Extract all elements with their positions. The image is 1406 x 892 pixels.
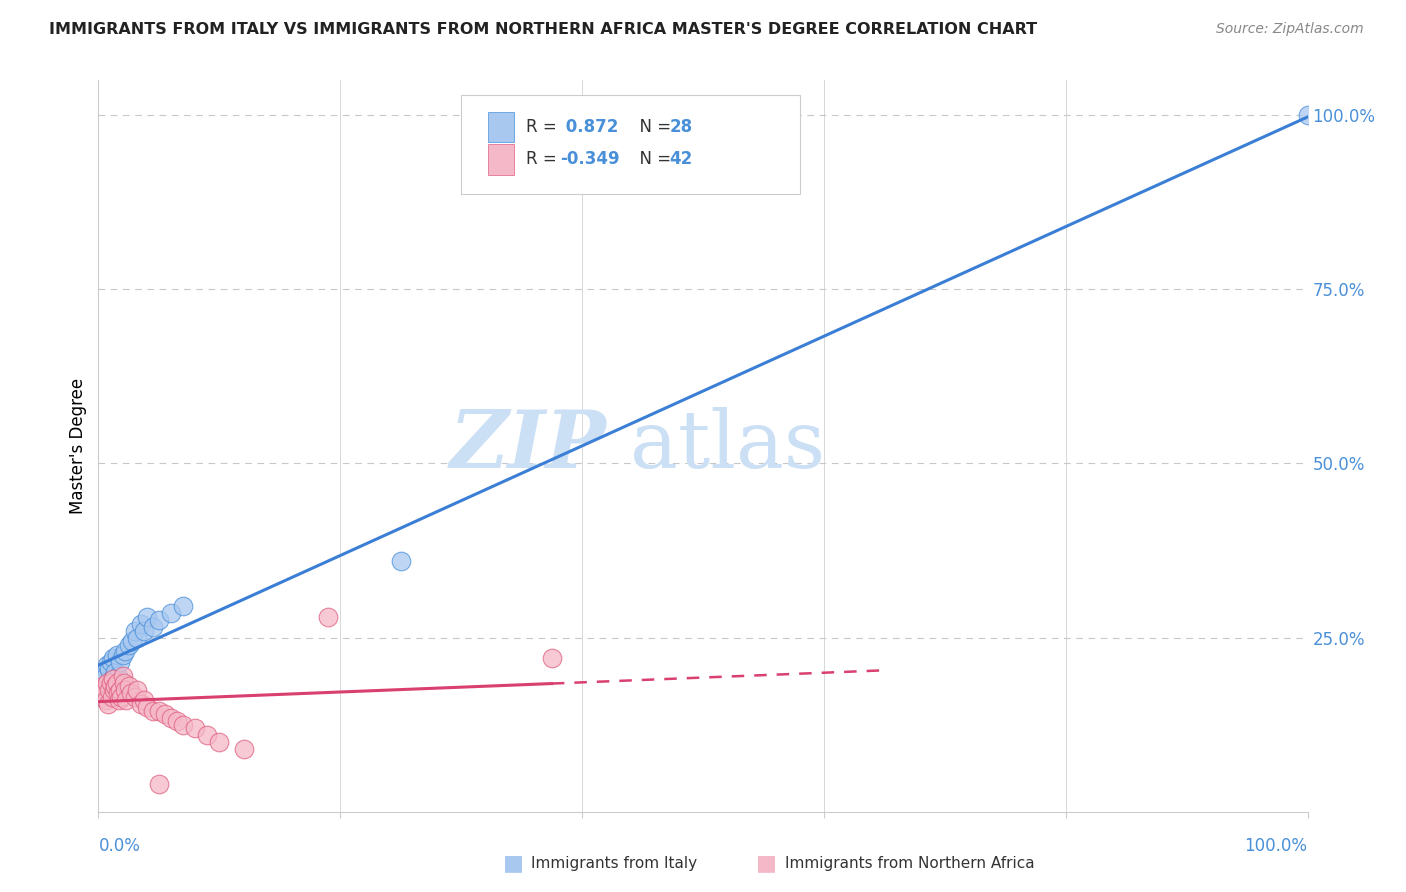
Point <box>160 606 183 620</box>
Text: 0.872: 0.872 <box>561 118 619 136</box>
Text: -0.349: -0.349 <box>561 150 620 169</box>
Y-axis label: Master's Degree: Master's Degree <box>69 378 87 514</box>
Point <box>100 690 122 704</box>
Point <box>98 662 121 676</box>
Text: 100.0%: 100.0% <box>1244 838 1308 855</box>
Point <box>148 704 170 718</box>
Point <box>100 673 122 687</box>
Text: Immigrants from Italy: Immigrants from Italy <box>531 856 697 871</box>
Point <box>103 682 125 697</box>
Point <box>107 686 129 700</box>
Point <box>110 690 132 704</box>
Point <box>115 693 138 707</box>
Point <box>118 679 141 693</box>
Point <box>101 651 124 665</box>
Point <box>94 669 117 683</box>
Point <box>129 697 152 711</box>
Point <box>108 693 131 707</box>
Text: R =: R = <box>526 118 562 136</box>
Point <box>172 717 194 731</box>
Point <box>129 616 152 631</box>
Point <box>90 686 112 700</box>
Point <box>114 644 136 658</box>
Point <box>160 711 183 725</box>
Point <box>148 613 170 627</box>
Point <box>98 682 121 697</box>
Point <box>184 721 207 735</box>
Point <box>142 704 165 718</box>
Point <box>195 728 218 742</box>
Point <box>124 690 146 704</box>
Point <box>105 676 128 690</box>
Point <box>121 634 143 648</box>
Point <box>105 648 128 662</box>
Point <box>111 648 134 662</box>
Point <box>101 673 124 687</box>
Point <box>142 620 165 634</box>
Point <box>100 676 122 690</box>
Text: Source: ZipAtlas.com: Source: ZipAtlas.com <box>1216 22 1364 37</box>
Text: 28: 28 <box>669 118 692 136</box>
Point <box>93 665 115 680</box>
Point <box>166 714 188 728</box>
Text: N =: N = <box>630 118 676 136</box>
FancyBboxPatch shape <box>488 144 515 175</box>
Text: N =: N = <box>630 150 676 169</box>
Point <box>135 609 157 624</box>
Point <box>1296 108 1319 122</box>
Text: ■: ■ <box>503 854 523 873</box>
Point <box>127 682 149 697</box>
Point <box>134 693 156 707</box>
Point <box>120 686 142 700</box>
Point <box>97 697 120 711</box>
Point <box>93 682 115 697</box>
Point <box>316 609 339 624</box>
Text: ■: ■ <box>756 854 776 873</box>
Text: Immigrants from Northern Africa: Immigrants from Northern Africa <box>785 856 1035 871</box>
Point <box>135 700 157 714</box>
Point <box>94 693 117 707</box>
Point <box>232 742 254 756</box>
Point <box>172 599 194 614</box>
Point <box>107 669 129 683</box>
Point <box>111 669 134 683</box>
Text: 0.0%: 0.0% <box>98 838 141 855</box>
Point <box>540 651 562 665</box>
Point <box>389 554 412 568</box>
Point <box>112 676 135 690</box>
Text: R =: R = <box>526 150 562 169</box>
Point <box>208 735 231 749</box>
Point <box>134 624 156 638</box>
Point <box>104 679 127 693</box>
Point <box>91 679 114 693</box>
Point <box>114 682 136 697</box>
Point <box>100 655 122 669</box>
Point <box>118 638 141 652</box>
Point <box>127 631 149 645</box>
FancyBboxPatch shape <box>488 112 515 143</box>
Point <box>153 707 176 722</box>
Text: ZIP: ZIP <box>450 408 606 484</box>
Point <box>108 682 131 697</box>
Text: 42: 42 <box>669 150 692 169</box>
Point <box>96 658 118 673</box>
Point <box>108 655 131 669</box>
Point <box>124 624 146 638</box>
Text: atlas: atlas <box>630 407 825 485</box>
Text: IMMIGRANTS FROM ITALY VS IMMIGRANTS FROM NORTHERN AFRICA MASTER'S DEGREE CORRELA: IMMIGRANTS FROM ITALY VS IMMIGRANTS FROM… <box>49 22 1038 37</box>
Point <box>97 682 120 697</box>
Point <box>96 676 118 690</box>
Point <box>104 665 127 680</box>
Point <box>91 690 114 704</box>
Point <box>91 676 114 690</box>
Point <box>148 777 170 791</box>
FancyBboxPatch shape <box>461 95 800 194</box>
